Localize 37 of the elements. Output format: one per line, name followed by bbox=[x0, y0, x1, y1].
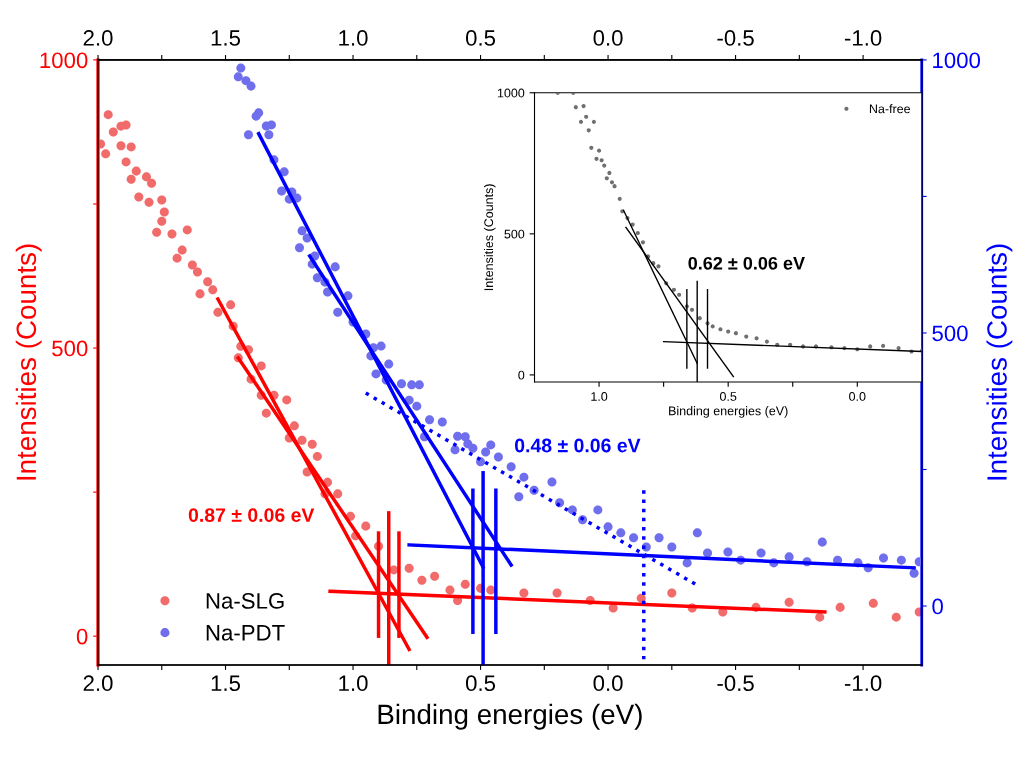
x-tick-label: 0.0 bbox=[593, 675, 623, 692]
x-tick-label: 1.5 bbox=[211, 675, 241, 692]
x-tick-label: 2.0 bbox=[83, 675, 113, 692]
y-tick-label: 0 bbox=[518, 370, 525, 380]
x2-tick-label: 0.0 bbox=[593, 30, 623, 46]
x-tick-label: 1.0 bbox=[591, 392, 608, 401]
x2-tick-label: 1.5 bbox=[211, 30, 241, 46]
x2-tick-label: 0.5 bbox=[465, 30, 496, 46]
y2-axis-title: Intensities (Counts) bbox=[986, 244, 1013, 480]
x-tick-label: 1.0 bbox=[339, 675, 368, 692]
annotation: 0.62 ± 0.06 eV bbox=[688, 256, 805, 270]
y-tick-label: 1000 bbox=[497, 88, 525, 98]
x-tick-label: -0.5 bbox=[717, 675, 754, 692]
y2-tick-label: 1000 bbox=[933, 52, 981, 69]
x-tick-label: 0.0 bbox=[849, 392, 866, 401]
x-tick-label: 0.5 bbox=[465, 675, 496, 692]
x2-tick-label: 2.0 bbox=[83, 30, 113, 46]
y2-tick-label: 500 bbox=[932, 325, 968, 342]
x-tick-label: -1.0 bbox=[844, 675, 882, 692]
y-tick-label: 500 bbox=[504, 229, 525, 239]
x2-tick-label: 1.0 bbox=[339, 30, 368, 46]
legend-label: Na-free bbox=[869, 104, 911, 114]
y2-tick-label: 0 bbox=[932, 598, 943, 615]
legend-label: Na-PDT bbox=[206, 625, 285, 641]
x-axis-title: Binding energies (eV) bbox=[669, 406, 788, 418]
legend-label: Na-SLG bbox=[206, 593, 284, 609]
y-axis-title: Intensities (Counts) bbox=[483, 184, 496, 291]
y-axis-title: Intensities (Counts) bbox=[15, 244, 42, 480]
annotation: 0.48 ± 0.06 eV bbox=[515, 438, 641, 453]
x-axis-title: Binding energies (eV) bbox=[378, 703, 642, 730]
x2-tick-label: -1.0 bbox=[844, 30, 882, 46]
y-tick-label: 0 bbox=[76, 628, 88, 645]
y-tick-label: 1000 bbox=[40, 52, 88, 69]
x2-tick-label: -0.5 bbox=[717, 30, 754, 46]
x-tick-label: 0.5 bbox=[719, 392, 737, 401]
y-tick-label: 500 bbox=[52, 340, 88, 357]
annotation: 0.87 ± 0.06 eV bbox=[188, 508, 315, 522]
